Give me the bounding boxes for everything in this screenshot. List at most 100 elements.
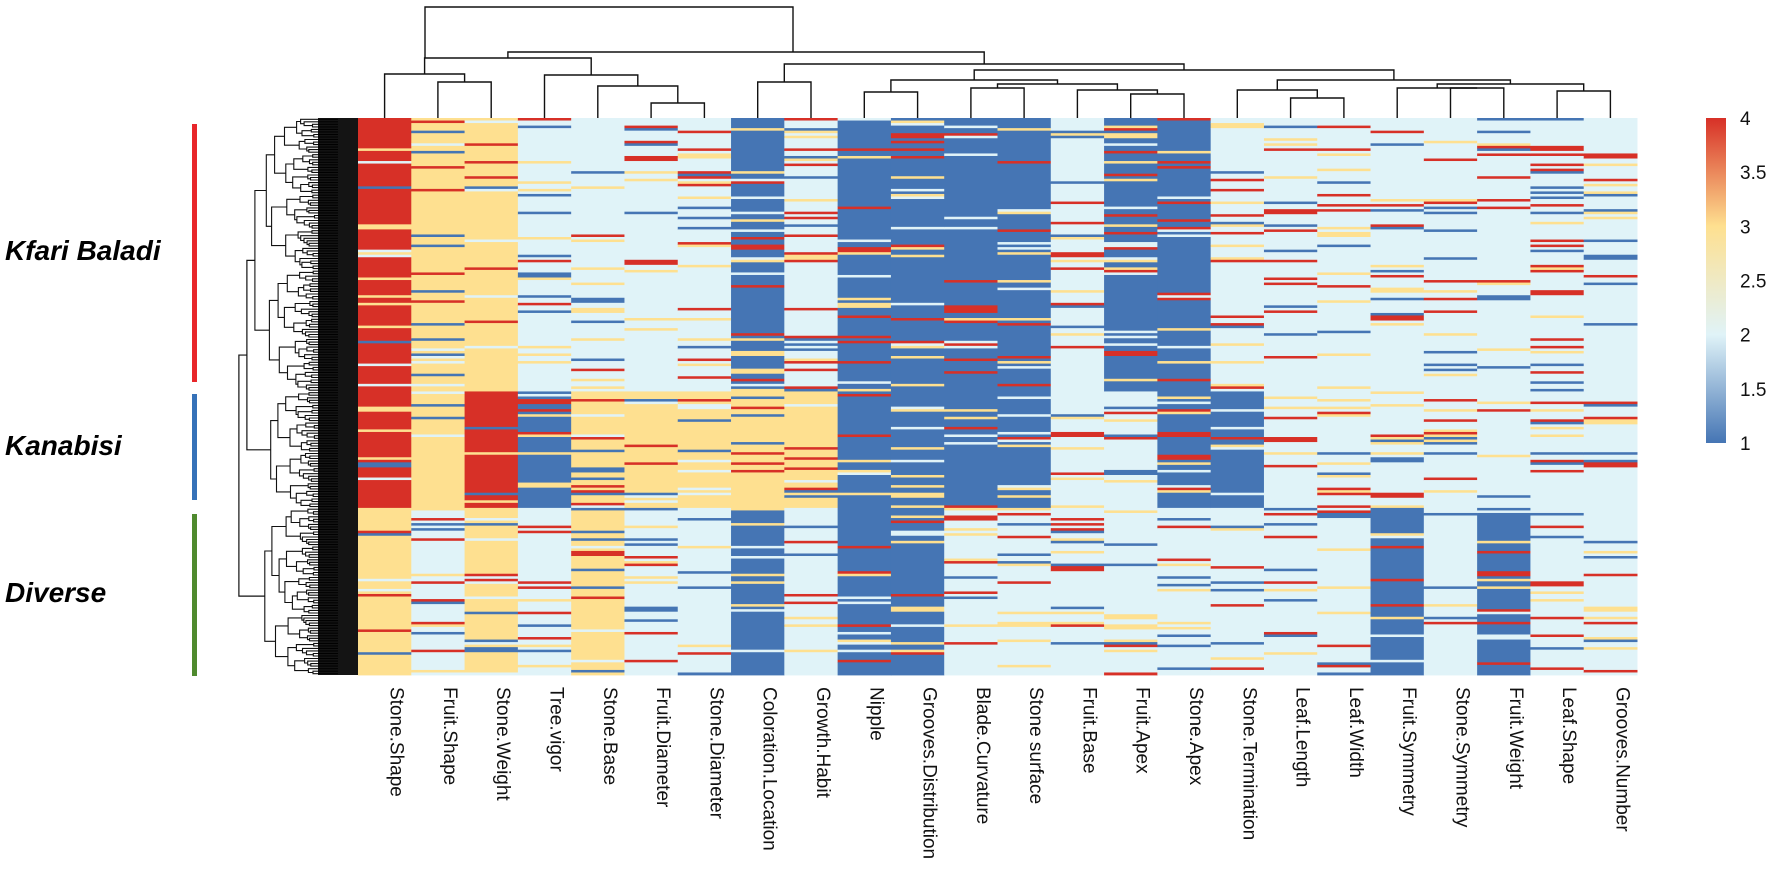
heatmap-cell — [1210, 388, 1265, 392]
heatmap-cell — [1530, 249, 1585, 253]
heatmap-cell — [1530, 586, 1585, 592]
heatmap-cell — [1210, 171, 1265, 175]
group-label-kfari-baladi: Kfari Baladi — [5, 235, 161, 266]
heatmap-cell — [997, 563, 1052, 567]
heatmap-cell — [890, 148, 945, 152]
heatmap-cell — [624, 399, 679, 402]
heatmap-cell — [571, 401, 625, 415]
heatmap-cell — [517, 530, 572, 534]
heatmap-cell — [1530, 454, 1585, 461]
heatmap-cell — [1050, 566, 1105, 572]
heatmap-cell — [571, 510, 625, 532]
heatmap-cell — [1263, 125, 1318, 129]
heatmap-cell — [411, 624, 466, 628]
heatmap-cell — [890, 606, 945, 613]
heatmap-cell — [358, 325, 412, 329]
heatmap-cell — [1263, 231, 1318, 251]
heatmap-cell — [464, 652, 519, 673]
heatmap-cell — [571, 485, 625, 489]
column-label: Leaf.Width — [1345, 687, 1366, 778]
heatmap-cell — [1104, 439, 1158, 471]
heatmap-cell — [624, 621, 679, 633]
heatmap-cell — [1210, 383, 1265, 387]
heatmap-cell — [358, 535, 412, 580]
heatmap-cell — [1263, 396, 1318, 400]
column-label: Fruit.Symmetry — [1398, 687, 1419, 816]
heatmap-cell — [517, 528, 572, 532]
heatmap-cell — [464, 581, 519, 585]
heatmap-cell — [464, 178, 519, 187]
heatmap-cell — [1263, 568, 1318, 572]
heatmap-cell — [837, 459, 892, 463]
heatmap-cell — [1530, 348, 1585, 352]
heatmap-column-17 — [1210, 118, 1265, 676]
heatmap-cell — [784, 307, 839, 311]
heatmap-cell — [1583, 285, 1638, 324]
heatmap-cell — [1210, 588, 1265, 592]
heatmap-cell — [784, 130, 839, 134]
heatmap-cell — [517, 277, 572, 281]
heatmap-cell — [517, 259, 572, 263]
heatmap-cell — [1317, 399, 1372, 402]
heatmap-cell — [1263, 464, 1318, 468]
heatmap-cell — [1104, 335, 1158, 339]
heatmap-cell — [411, 166, 466, 170]
heatmap-cell — [677, 452, 732, 461]
heatmap-cell — [624, 145, 679, 157]
heatmap-cell — [571, 242, 625, 268]
heatmap-cell — [1317, 229, 1372, 233]
heatmap-cell — [1210, 495, 1265, 509]
heatmap-cell — [1210, 669, 1265, 676]
heatmap-cell — [1530, 171, 1585, 175]
heatmap-cell — [731, 523, 785, 527]
heatmap-cell — [624, 118, 679, 126]
heatmap-cell — [1477, 153, 1531, 157]
heatmap-cell — [411, 244, 466, 248]
heatmap-cell — [784, 120, 839, 129]
heatmap-cell — [1157, 586, 1212, 590]
heatmap-cell — [1530, 353, 1585, 364]
heatmap-cell — [677, 264, 732, 268]
heatmap-cell — [1157, 363, 1212, 380]
heatmap-cell — [624, 528, 679, 539]
heatmap-cell — [890, 487, 945, 494]
heatmap-cell — [411, 363, 466, 375]
heatmap-cell — [517, 361, 572, 364]
heatmap-cell — [1157, 201, 1212, 205]
heatmap-cell — [1423, 300, 1478, 311]
heatmap-cell — [1370, 133, 1425, 144]
heatmap-cell — [1157, 558, 1212, 562]
heatmap-cell — [1050, 550, 1105, 554]
heatmap-cell — [944, 219, 998, 228]
heatmap-cell — [1104, 226, 1158, 233]
column-label: Stone.Base — [599, 687, 620, 785]
heatmap-cell — [1263, 333, 1318, 337]
heatmap-column-12 — [944, 118, 998, 676]
heatmap-cell — [1583, 543, 1638, 552]
heatmap-cell — [890, 343, 945, 347]
heatmap-cell — [517, 396, 572, 400]
heatmap-cell — [837, 644, 892, 651]
heatmap-cell — [1530, 401, 1585, 405]
heatmap-cell — [944, 138, 998, 154]
heatmap-cell — [1370, 492, 1425, 499]
heatmap-cell — [837, 307, 892, 316]
heatmap-cell — [1263, 467, 1318, 509]
heatmap-cell — [1530, 153, 1585, 157]
heatmap-cell — [1423, 442, 1478, 445]
heatmap-cell — [358, 148, 412, 152]
heatmap-cell — [784, 135, 839, 139]
heatmap-cell — [464, 639, 519, 643]
heatmap-cell — [837, 639, 892, 643]
heatmap-cell — [1370, 538, 1425, 547]
heatmap-cell — [677, 518, 732, 521]
heatmap-cell — [677, 226, 732, 230]
heatmap-cell — [411, 355, 466, 359]
heatmap-cell — [1263, 282, 1318, 286]
heatmap-cell — [1530, 186, 1585, 190]
heatmap-cell — [358, 591, 412, 595]
heatmap-cell — [517, 586, 572, 590]
heatmap-cell — [517, 348, 572, 354]
